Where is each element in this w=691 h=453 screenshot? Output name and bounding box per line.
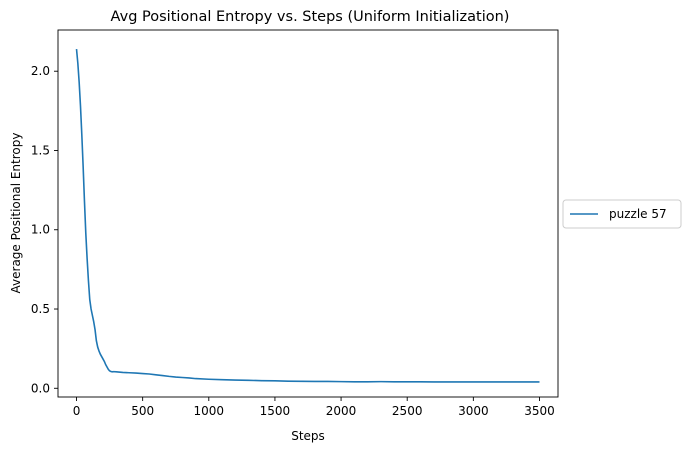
x-tick-label: 0 <box>73 404 81 418</box>
series-line-puzzle-57 <box>75 48 540 383</box>
legend-box <box>562 199 682 229</box>
y-axis-label: Average Positional Entropy <box>9 133 23 294</box>
y-tick-label: 0.5 <box>31 302 50 316</box>
x-axis-ticks: 0 500 1000 1500 2000 2500 3000 3500 <box>73 397 555 418</box>
plot-area-frame <box>57 29 559 398</box>
legend: puzzle 57 <box>562 199 682 229</box>
x-axis-label: Steps <box>291 429 325 443</box>
chart-title: Avg Positional Entropy vs. Steps (Unifor… <box>111 9 510 25</box>
x-tick-label: 3000 <box>458 404 489 418</box>
y-tick-label: 2.0 <box>31 64 50 78</box>
x-tick-label: 2000 <box>326 404 357 418</box>
x-tick-label: 3500 <box>524 404 555 418</box>
legend-label-puzzle-57: puzzle 57 <box>609 207 667 221</box>
y-tick-label: 0.0 <box>31 381 50 395</box>
x-tick-label: 1500 <box>260 404 291 418</box>
y-tick-label: 1.0 <box>31 223 50 237</box>
y-tick-label: 1.5 <box>31 143 50 157</box>
y-axis-ticks: 0.0 0.5 1.0 1.5 2.0 <box>31 64 58 395</box>
x-tick-label: 1000 <box>194 404 225 418</box>
x-tick-label: 500 <box>131 404 154 418</box>
x-tick-label: 2500 <box>392 404 423 418</box>
